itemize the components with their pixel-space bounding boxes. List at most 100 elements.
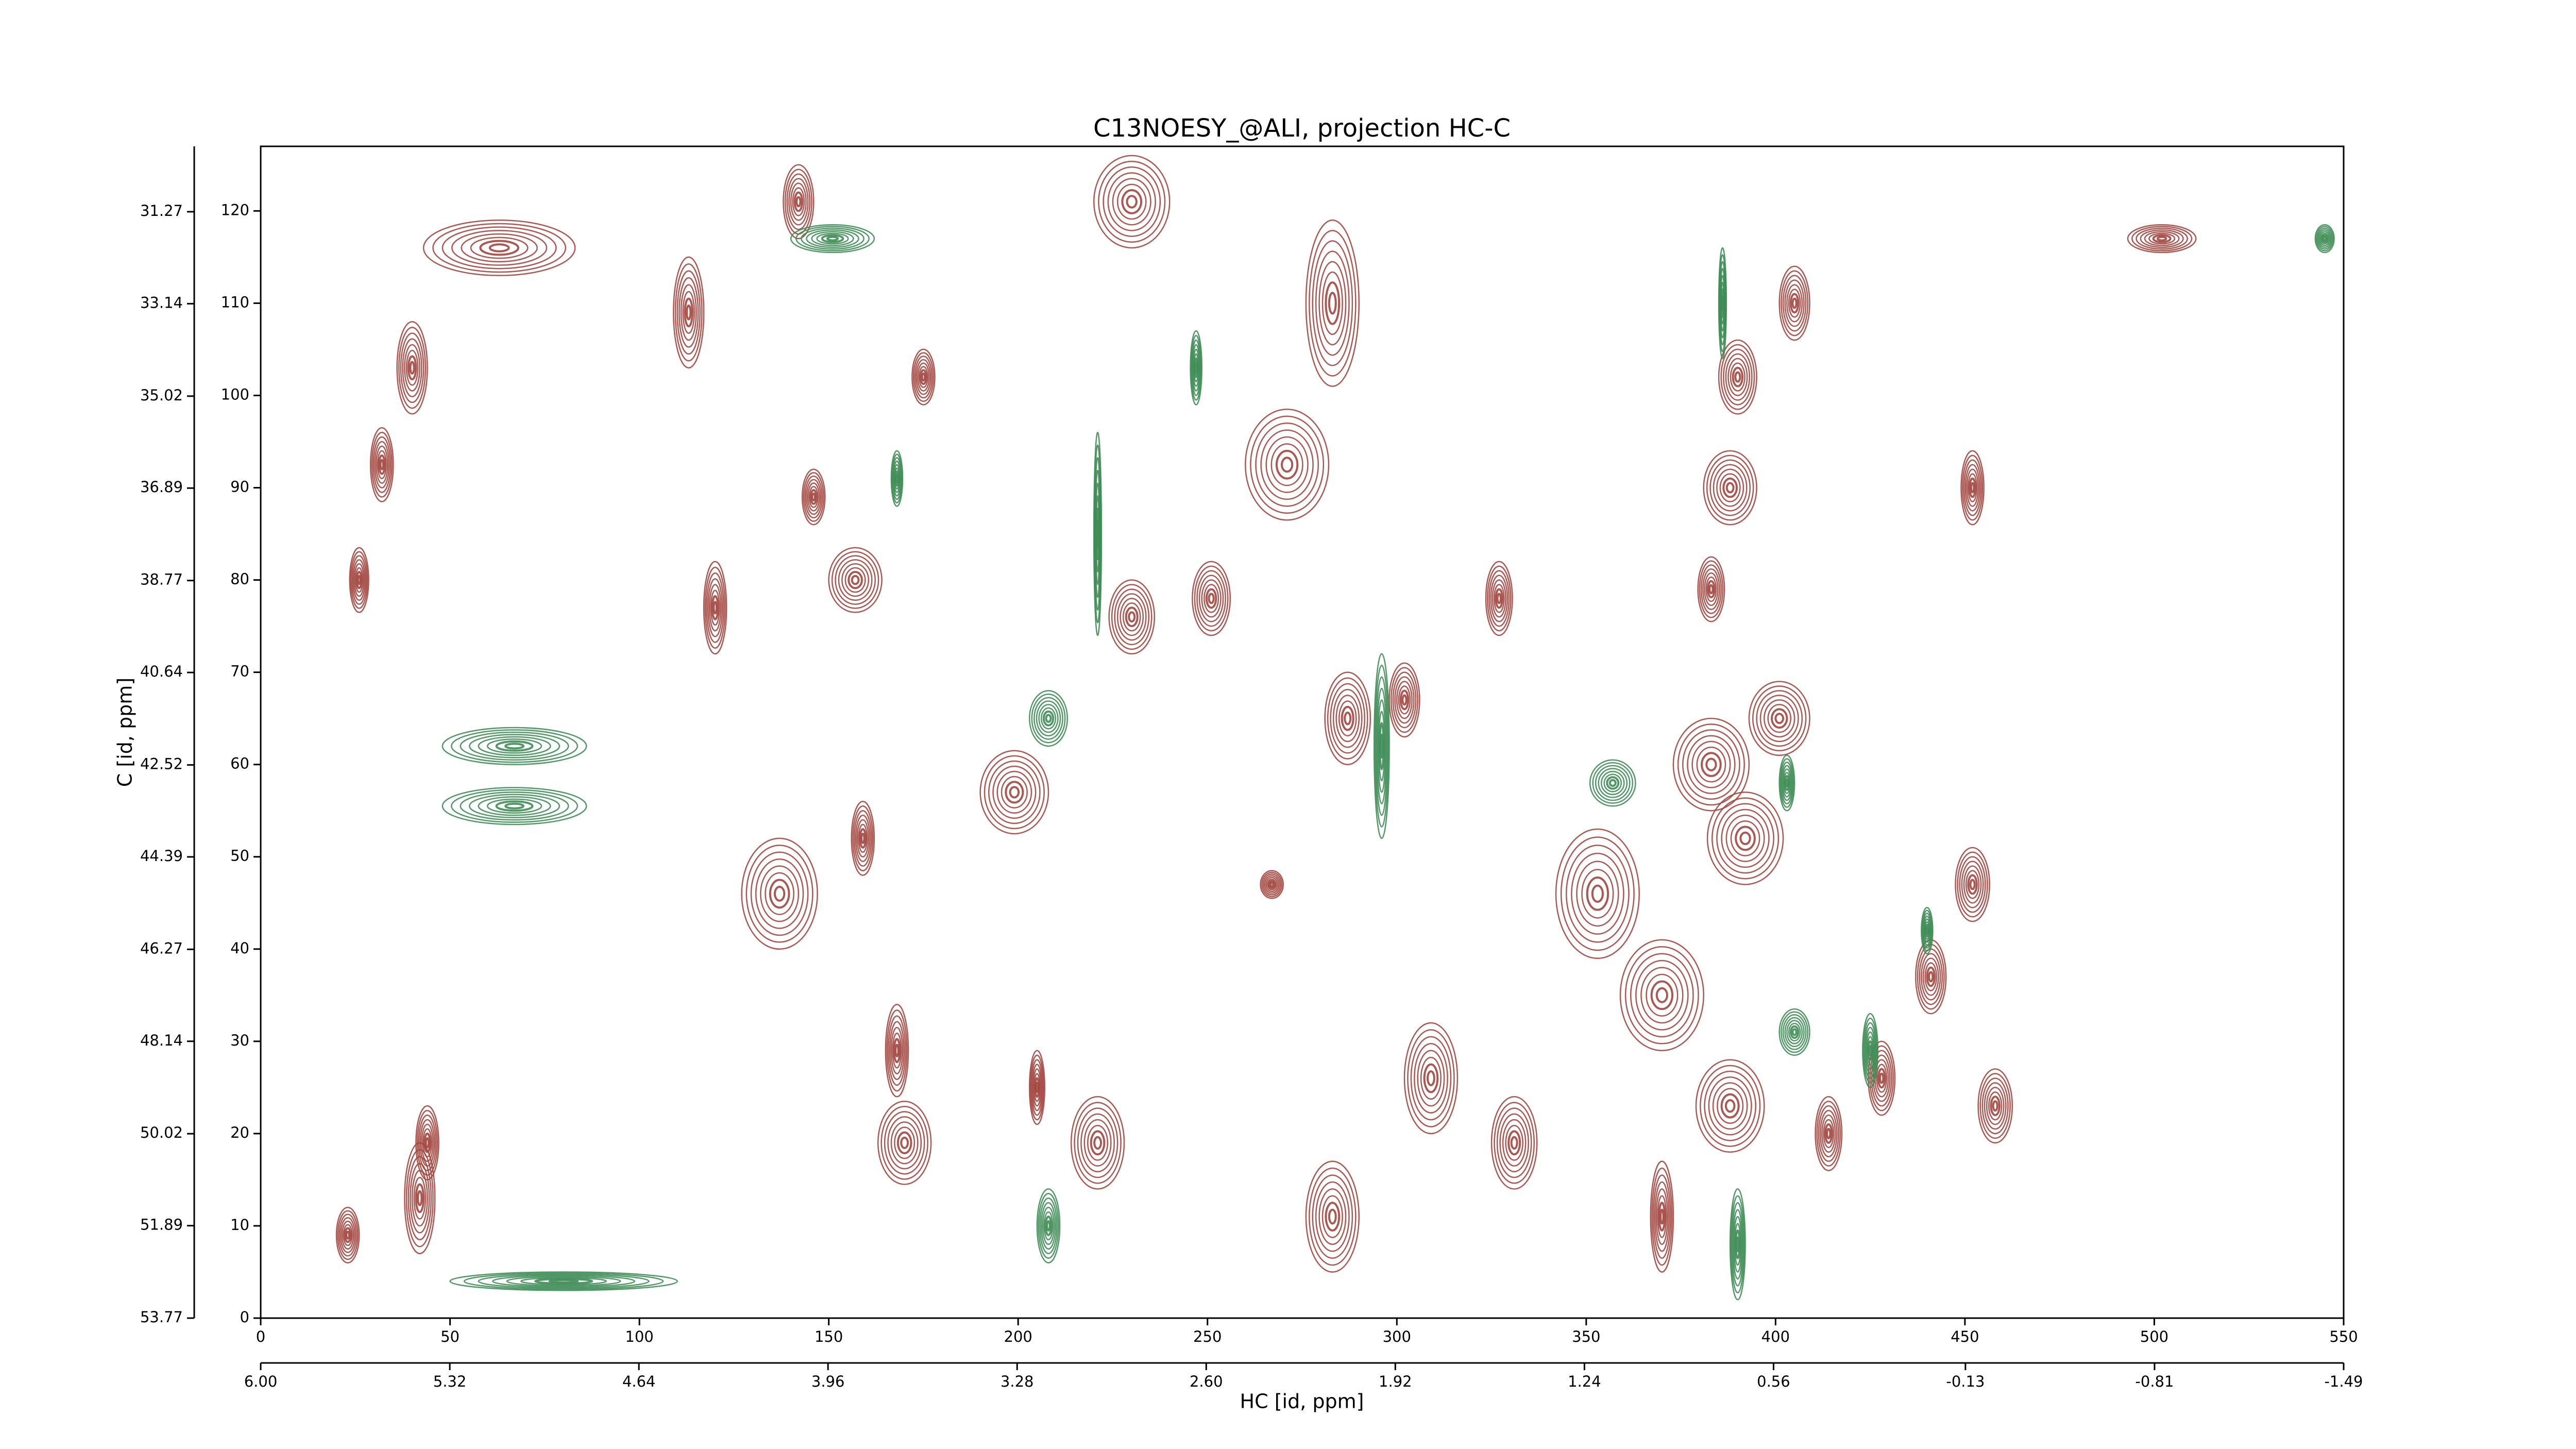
contour-peak (703, 561, 727, 655)
contour-level (1696, 746, 1726, 783)
contour-level (888, 1015, 906, 1086)
contour-peak (335, 1206, 360, 1263)
contour-level (520, 1277, 607, 1286)
contour-level (442, 787, 587, 825)
contour-level (1201, 579, 1222, 618)
contour-level (710, 589, 720, 626)
contour-level (1788, 289, 1801, 318)
contour-peak (1748, 681, 1810, 756)
contour-level (1928, 971, 1934, 983)
contour-level (355, 570, 363, 589)
contour-level (1005, 781, 1024, 804)
y2-tick-label: 33.14 (140, 294, 183, 311)
y2-tick-label: 46.27 (140, 939, 183, 957)
contour-level (894, 1043, 900, 1057)
contour-level (1876, 1064, 1888, 1093)
contour-level (1341, 705, 1354, 731)
contour-level (1724, 1099, 1736, 1113)
x2-tick-label: 1.92 (1379, 1373, 1412, 1390)
contour-level (1709, 459, 1751, 516)
contour-peak (851, 801, 875, 876)
contour-level (1312, 1174, 1353, 1259)
contour-level (1196, 570, 1226, 627)
contour-level (1963, 865, 1982, 904)
contour-level (1784, 1017, 1805, 1048)
contour-level (914, 356, 933, 399)
contour-level (918, 366, 928, 389)
contour-level (1716, 803, 1774, 874)
contour-level (1116, 593, 1147, 641)
contour-level (495, 740, 534, 752)
contour-level (996, 770, 1032, 814)
contour-level (806, 479, 822, 515)
contour-level (1502, 1119, 1527, 1167)
contour-level (337, 1210, 359, 1260)
contour-level (1080, 1113, 1115, 1172)
contour-level (1269, 882, 1275, 887)
contour-level (1396, 681, 1413, 719)
y2-tick-label: 51.89 (140, 1216, 183, 1234)
contour-level (919, 369, 927, 385)
contour-level (1863, 1022, 1877, 1079)
contour-level (1083, 1119, 1112, 1167)
contour-level (1703, 450, 1757, 526)
contour-peak (1260, 870, 1284, 899)
contour-level (911, 348, 936, 406)
contour-level (992, 765, 1037, 819)
y2-tick-label: 40.64 (140, 663, 183, 680)
contour-level (1510, 1136, 1518, 1150)
contour-level (534, 1277, 594, 1285)
contour-peak (1921, 906, 1934, 954)
contour-level (1103, 166, 1161, 237)
contour-peak (1093, 155, 1171, 249)
contour-level (1077, 1107, 1118, 1178)
y2-tick-label: 35.02 (140, 386, 183, 404)
contour-level (1635, 959, 1689, 1031)
contour-level (1275, 449, 1299, 480)
contour-level (1192, 561, 1231, 636)
contour-level (783, 164, 815, 240)
x2-tick-label: 3.28 (1001, 1373, 1034, 1390)
contour-level (410, 1162, 430, 1234)
contour-level (1957, 851, 1988, 918)
contour-level (357, 575, 362, 585)
contour-level (682, 291, 695, 334)
contour-level (1126, 195, 1138, 209)
contour-level (1042, 1206, 1055, 1245)
contour-level (1043, 1211, 1054, 1241)
contour-level (1608, 779, 1617, 787)
contour-level (1398, 685, 1411, 715)
contour-peak (1977, 1068, 2013, 1144)
contour-level (1708, 1076, 1752, 1136)
contour-level (792, 187, 805, 216)
contour-level (809, 488, 818, 505)
contour-level (1327, 677, 1368, 760)
y-tick-label: 0 (240, 1308, 249, 1326)
contour-level (890, 450, 904, 507)
contour-level (1786, 1020, 1803, 1044)
contour-level (1650, 980, 1674, 1010)
contour-level (1823, 1119, 1835, 1148)
contour-level (1659, 1208, 1665, 1225)
contour-level (478, 796, 551, 816)
y2-tick-label: 53.77 (140, 1308, 183, 1326)
y-tick-label: 80 (230, 570, 249, 588)
contour-layer (335, 155, 2335, 1301)
contour-level (1325, 1202, 1341, 1232)
contour-level (892, 457, 902, 500)
contour-level (1198, 575, 1224, 622)
contour-level (816, 232, 849, 245)
contour-level (1267, 879, 1277, 890)
contour-level (745, 845, 814, 943)
contour-level (984, 755, 1045, 830)
contour-level (1968, 473, 1978, 502)
contour-level (1701, 752, 1722, 778)
contour-level (1863, 1017, 1878, 1084)
contour-level (900, 1136, 909, 1149)
contour-level (1376, 687, 1387, 805)
contour-level (1407, 1029, 1455, 1127)
contour-level (685, 304, 692, 321)
contour-level (680, 284, 697, 341)
contour-level (1205, 588, 1217, 609)
contour-level (1090, 1130, 1106, 1156)
